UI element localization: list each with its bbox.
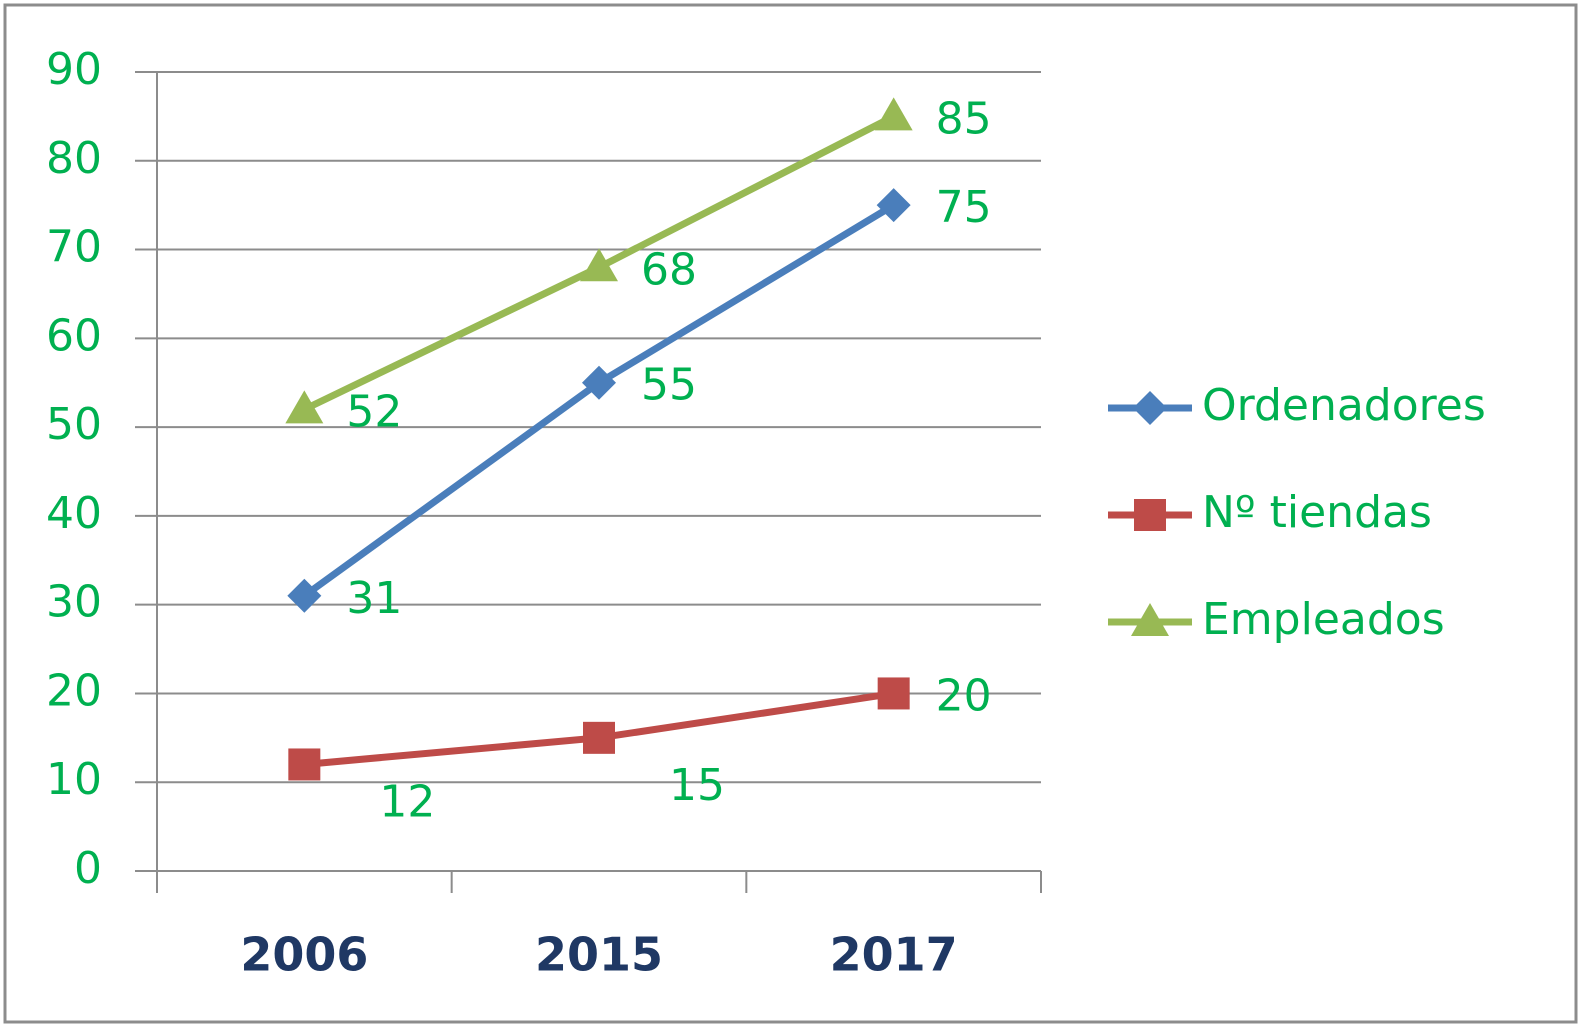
y-tick-label: 50 bbox=[46, 399, 102, 450]
marker bbox=[580, 248, 618, 282]
data-label: 85 bbox=[936, 93, 992, 144]
marker bbox=[287, 578, 322, 613]
legend-label: Ordenadores bbox=[1202, 380, 1486, 431]
marker bbox=[874, 97, 913, 131]
x-tick-label: 2015 bbox=[535, 928, 663, 982]
data-label: 15 bbox=[669, 760, 725, 811]
marker bbox=[583, 721, 615, 754]
data-label: 12 bbox=[379, 776, 435, 827]
data-label: 68 bbox=[641, 244, 697, 295]
legend-label: Empleados bbox=[1202, 594, 1445, 645]
y-tick-label: 80 bbox=[46, 133, 102, 184]
marker bbox=[876, 188, 911, 223]
y-tick-label: 0 bbox=[74, 843, 102, 894]
data-label: 20 bbox=[936, 670, 992, 721]
legend-marker bbox=[1134, 499, 1166, 531]
x-tick-label: 2017 bbox=[830, 928, 958, 982]
marker bbox=[877, 677, 910, 710]
legend-marker bbox=[1133, 391, 1167, 425]
data-label: 55 bbox=[641, 360, 697, 411]
x-tick-label: 2006 bbox=[240, 928, 368, 982]
data-label: 52 bbox=[346, 386, 402, 437]
y-tick-label: 40 bbox=[46, 488, 102, 539]
data-label: 75 bbox=[936, 182, 992, 233]
marker bbox=[288, 748, 321, 781]
legend-label: Nº tiendas bbox=[1202, 487, 1432, 538]
y-tick-label: 90 bbox=[46, 44, 102, 95]
legend-marker bbox=[1131, 603, 1169, 636]
y-tick-label: 10 bbox=[46, 754, 102, 805]
data-label: 31 bbox=[346, 573, 402, 624]
chart-border bbox=[3, 3, 1578, 1024]
y-tick-label: 60 bbox=[46, 310, 102, 361]
y-tick-label: 20 bbox=[46, 665, 102, 716]
marker bbox=[582, 365, 616, 400]
marker bbox=[285, 390, 324, 424]
y-tick-label: 30 bbox=[46, 577, 102, 628]
y-tick-label: 70 bbox=[46, 222, 102, 273]
